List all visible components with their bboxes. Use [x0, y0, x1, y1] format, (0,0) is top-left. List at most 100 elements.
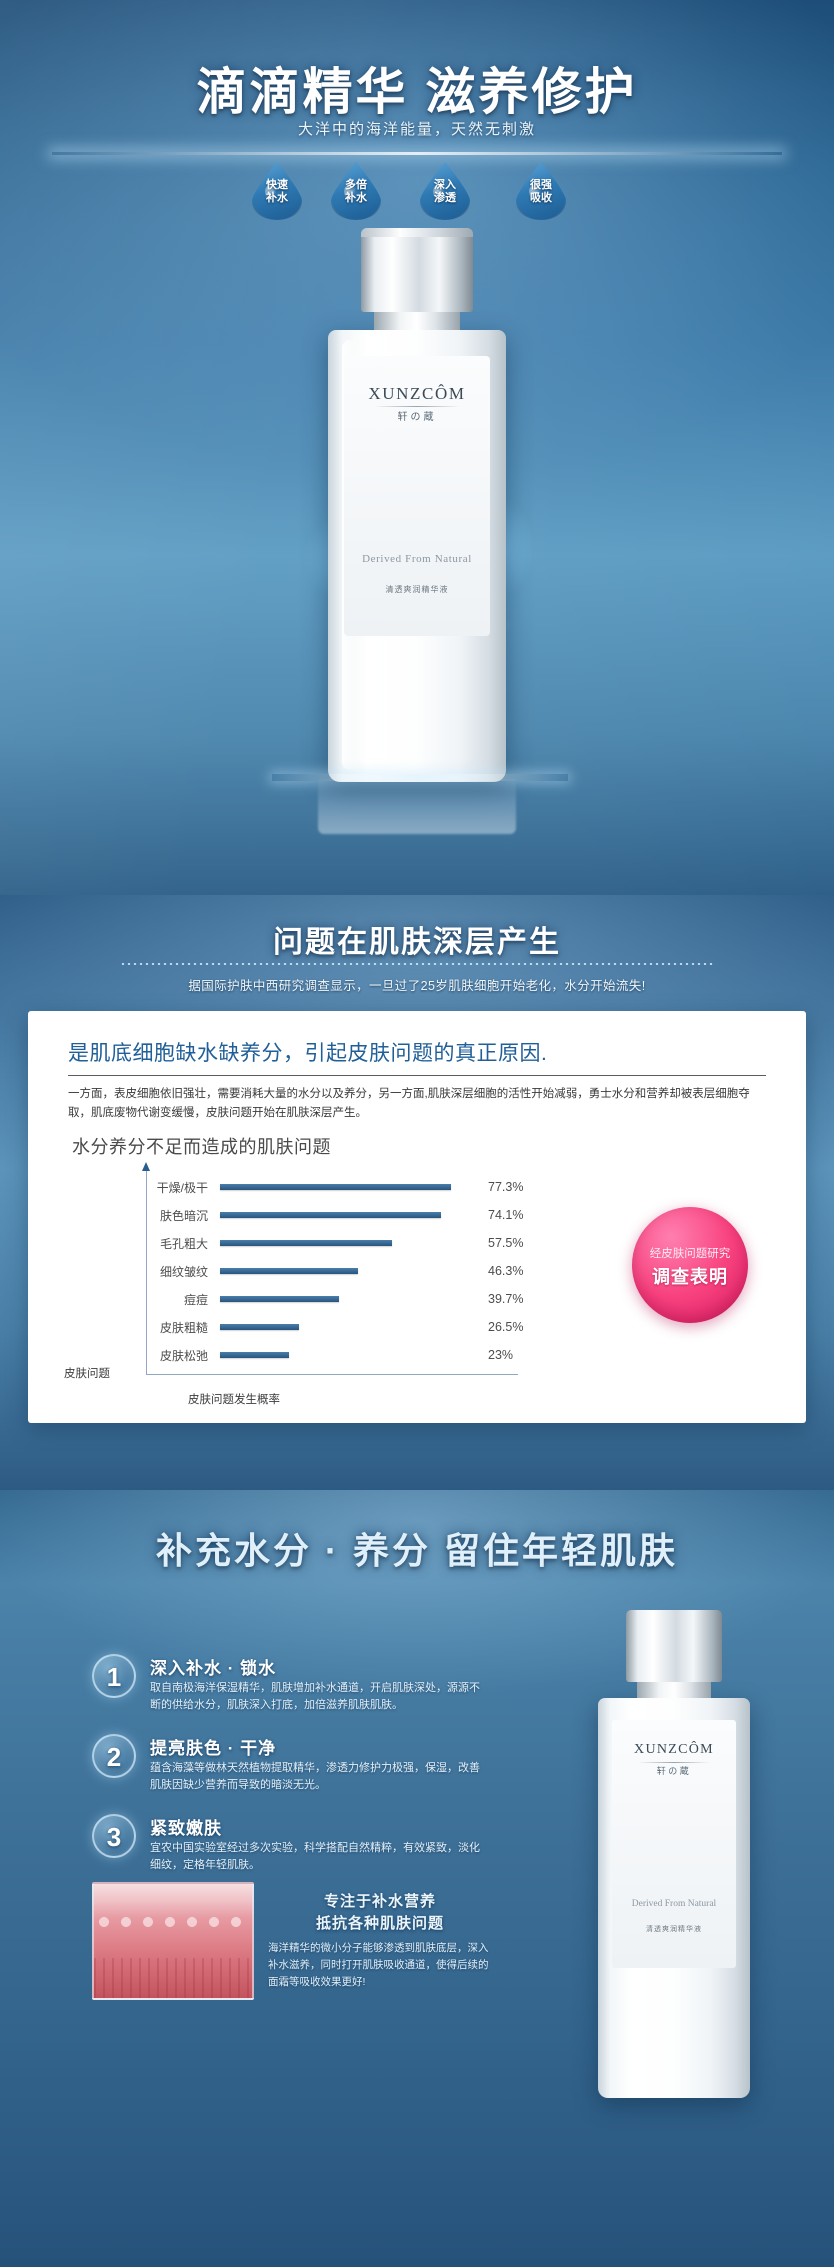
chart-category-label: 毛孔粗大 — [159, 1236, 208, 1251]
droplet-1: 快速 补水 — [248, 162, 306, 224]
chart-bar-track — [220, 1257, 474, 1285]
bottle-derived-cn: 清透爽润精华液 — [385, 585, 449, 594]
chart-bar — [220, 1184, 451, 1190]
problem-subtitle: 据国际护肤中西研究调查显示，一旦过了25岁肌肤细胞开始老化，水分开始流失! — [188, 979, 646, 993]
chart-x-axis-label: 皮肤问题发生概率 — [188, 1394, 280, 1406]
droplet-2: 多倍 补水 — [327, 162, 385, 224]
benefits-section: 补充水分 · 养分 留住年轻肌肤 1 深入补水 · 锁水 取自南极海洋保湿精华，… — [0, 1490, 834, 2267]
problem-dotted-divider — [120, 963, 714, 965]
benefit-item: 2 提亮肤色 · 干净 蕴含海藻等做林天然植物提取精华，渗透力修护力极强，保湿，… — [92, 1732, 492, 1794]
chart-value-label: 39.7% — [488, 1292, 524, 1306]
bottle-reflection — [318, 776, 516, 834]
chart-value-label: 26.5% — [488, 1320, 524, 1334]
benefit-item: 3 紧致嫩肤 宜农中国实验室经过多次实验，科学搭配自然精粹，有效紧致，淡化细纹，… — [92, 1812, 492, 1874]
skin-callout-text: 海洋精华的微小分子能够渗透到肌肤底层，深入补水滋养，同时打开肌肤吸收通道，使得后… — [268, 1942, 489, 1988]
benefit-text: 蕴含海藻等做林天然植物提取精华，渗透力修护力极强，保湿，改善肌肤因缺少营养而导致… — [150, 1762, 480, 1791]
chart-bar — [220, 1296, 339, 1302]
droplet-1-line2: 补水 — [266, 192, 288, 204]
skin-callout-line2: 抵抗各种肌肤问题 — [315, 1915, 444, 1932]
bottle-neck — [637, 1682, 711, 1698]
droplet-1-line1: 快速 — [266, 179, 288, 191]
droplet-4-line1: 很强 — [530, 179, 552, 191]
droplet-1-label: 快速 补水 — [248, 179, 306, 205]
bottle-cap-top — [361, 228, 473, 237]
benefit-number-badge: 3 — [92, 1814, 136, 1858]
hero-title: 滴滴精华 滋养修护 — [196, 64, 638, 120]
chart-bar — [220, 1268, 358, 1274]
research-badge: 经皮肤问题研究 调查表明 — [632, 1207, 748, 1323]
benefit-heading: 提亮肤色 · 干净 — [150, 1739, 277, 1758]
benefits-list: 1 深入补水 · 锁水 取自南极海洋保湿精华，肌肤增加补水通道，开启肌肤深处，源… — [92, 1652, 492, 1892]
chart-bar — [220, 1324, 299, 1330]
chart-category-label: 痘痘 — [183, 1292, 208, 1307]
chart-category-label: 干燥/极干 — [156, 1180, 208, 1195]
benefit-text: 宜农中国实验室经过多次实验，科学搭配自然精粹，有效紧致，淡化细纹，定格年轻肌肤。 — [150, 1842, 480, 1871]
bottle-brand-name: XUNZCÔM — [634, 1742, 714, 1757]
skin-problem-bar-chart: 干燥/极干 77.3% 肤色暗沉 74.1% 毛 — [142, 1162, 576, 1381]
chart-row: 痘痘 39.7% — [146, 1285, 576, 1313]
chart-bar-track — [220, 1229, 474, 1257]
hero-divider-glow — [52, 152, 782, 155]
chart-bar-track — [220, 1285, 474, 1313]
chart-bar-track — [220, 1173, 474, 1201]
research-badge-line1: 经皮肤问题研究 — [649, 1248, 731, 1260]
benefits-title: 补充水分 · 养分 留住年轻肌肤 — [156, 1530, 678, 1571]
benefits-product-bottle: XUNZCÔM 轩の蔵 Derived From Natural 清透爽润精华液 — [540, 1610, 810, 2220]
chart-bar-track — [220, 1313, 474, 1341]
droplet-3: 深入 渗透 — [416, 162, 474, 224]
benefit-text: 取自南极海洋保湿精华，肌肤增加补水通道，开启肌肤深处，源源不断的供给水分，肌肤深… — [150, 1682, 480, 1711]
chart-bar-track — [220, 1341, 474, 1369]
chart-value-label: 77.3% — [488, 1180, 524, 1194]
droplet-4-label: 很强 吸收 — [512, 179, 570, 205]
chart-y-axis — [142, 1162, 150, 1374]
bottle-brand-cn: 轩の蔵 — [656, 1766, 692, 1776]
chart-value-label: 23% — [488, 1348, 514, 1362]
hero-section: 滴滴精华 滋养修护 大洋中的海洋能量，天然无刺激 快速 补水 多倍 补水 — [0, 0, 834, 895]
research-badge-line2: 调查表明 — [652, 1267, 728, 1287]
hero-subtitle: 大洋中的海洋能量，天然无刺激 — [297, 121, 536, 138]
bottle-cap — [626, 1610, 722, 1682]
card-heading: 是肌底细胞缺水缺养分，引起皮肤问题的真正原因. — [68, 1042, 548, 1065]
benefit-number-badge: 2 — [92, 1734, 136, 1778]
chart-row: 细纹皱纹 46.3% — [146, 1257, 576, 1285]
chart-bar — [220, 1352, 289, 1358]
problem-section: 问题在肌肤深层产生 据国际护肤中西研究调查显示，一旦过了25岁肌肤细胞开始老化，… — [0, 895, 834, 1490]
chart-value-label: 46.3% — [488, 1264, 524, 1278]
droplet-2-line1: 多倍 — [345, 179, 367, 191]
skin-callout: 专注于补水营养 抵抗各种肌肤问题 海洋精华的微小分子能够渗透到肌肤底层，深入补水… — [92, 1882, 492, 2082]
research-card: 是肌底细胞缺水缺养分，引起皮肤问题的真正原因. 一方面，表皮细胞依旧强壮，需要消… — [28, 1011, 806, 1423]
chart-row: 皮肤松弛 23% — [146, 1341, 576, 1369]
droplet-4: 很强 吸收 — [512, 162, 570, 224]
bottle-neck — [374, 312, 460, 330]
hero-droplet-group: 快速 补水 多倍 补水 深入 渗透 — [0, 162, 834, 232]
card-paragraph: 一方面，表皮细胞依旧强壮，需要消耗大量的水分以及养分，另一方面,肌肤深层细胞的活… — [68, 1088, 750, 1119]
droplet-3-label: 深入 渗透 — [416, 179, 474, 205]
chart-bar — [220, 1240, 392, 1246]
skin-callout-line1: 专注于补水营养 — [323, 1893, 436, 1910]
droplet-4-line2: 吸收 — [530, 192, 552, 204]
bottle-derived-text: Derived From Natural — [631, 1899, 717, 1909]
bottle-cap — [361, 228, 473, 312]
card-heading-rule — [68, 1075, 766, 1076]
bottle-brand-cn: 轩の蔵 — [397, 412, 437, 423]
chart-category-label: 肤色暗沉 — [159, 1208, 208, 1223]
hero-product-bottle: XUNZCÔM 轩の蔵 Derived From Natural 清透爽润精华液 — [252, 228, 582, 834]
bottle-brand-rule — [374, 406, 460, 407]
bottle-label: XUNZCÔM 轩の蔵 Derived From Natural 清透爽润精华液 — [344, 356, 490, 636]
droplet-3-line1: 深入 — [434, 179, 456, 191]
chart-category-label: 细纹皱纹 — [159, 1264, 208, 1279]
chart-y-axis-label: 皮肤问题 — [64, 1368, 110, 1380]
benefit-heading: 深入补水 · 锁水 — [150, 1659, 277, 1678]
droplet-2-label: 多倍 补水 — [327, 179, 385, 205]
chart-category-label: 皮肤粗糙 — [159, 1320, 208, 1335]
water-surface-line — [272, 774, 568, 781]
chart-row: 干燥/极干 77.3% — [146, 1173, 576, 1201]
chart-title: 水分养分不足而造成的肌肤问题 — [72, 1137, 331, 1157]
skin-cross-section-illustration — [92, 1882, 254, 2000]
chart-category-label: 皮肤松弛 — [159, 1348, 208, 1363]
chart-row: 皮肤粗糙 26.5% — [146, 1313, 576, 1341]
chart-value-label: 57.5% — [488, 1236, 524, 1250]
droplet-3-line2: 渗透 — [434, 192, 456, 204]
chart-bar-track — [220, 1201, 474, 1229]
